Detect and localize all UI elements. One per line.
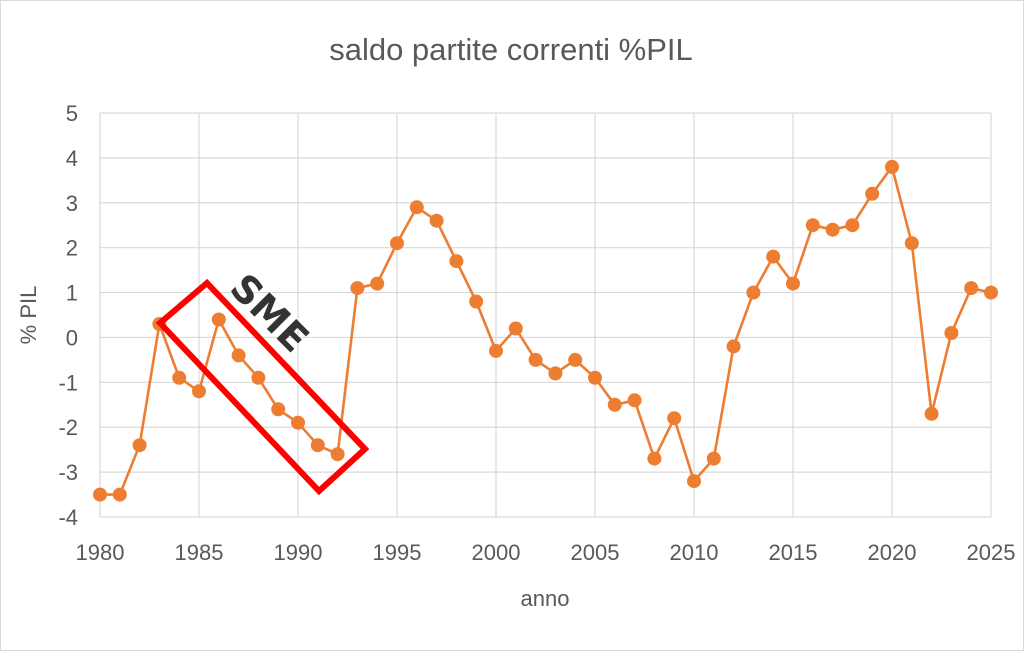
x-tick-label: 2020 (868, 540, 917, 565)
data-point-2007 (627, 393, 642, 408)
x-tick-label: 2010 (670, 540, 719, 565)
data-point-2010 (687, 474, 701, 489)
y-tick-label: 3 (66, 191, 78, 216)
data-point-1992 (330, 447, 345, 462)
x-tick-labels: 1980 1985 1990 1995 2000 2005 2010 2015 2020 2025 (76, 540, 1016, 565)
x-tick-label: 1995 (373, 540, 422, 565)
x-axis-label: anno (521, 586, 570, 611)
data-point-2002 (528, 352, 543, 367)
x-tick-label: 1985 (175, 540, 224, 565)
data-point-2011 (706, 451, 721, 466)
x-tick-label: 1980 (76, 540, 125, 565)
x-tick-label: 2015 (769, 540, 818, 565)
data-point-1984 (172, 370, 187, 385)
y-tick-label: 1 (66, 281, 78, 306)
data-point-1997 (429, 213, 444, 228)
y-tick-label: -2 (58, 415, 78, 440)
y-tick-labels: -4 -3 -2 -1 0 1 2 3 4 5 (58, 101, 78, 530)
data-point-2023 (944, 326, 959, 340)
y-tick-label: -4 (58, 505, 78, 530)
data-point-1987 (231, 348, 246, 363)
data-point-2008 (647, 451, 662, 466)
data-point-2000 (489, 343, 503, 358)
data-point-1990 (291, 415, 305, 430)
data-point-2021 (904, 236, 919, 251)
data-point-1980 (93, 487, 107, 502)
data-point-1982 (132, 438, 147, 453)
data-point-2020 (885, 159, 899, 174)
data-point-2019 (865, 186, 880, 201)
data-point-2018 (845, 218, 860, 233)
x-tick-label: 2025 (967, 540, 1016, 565)
data-point-2001 (508, 321, 523, 336)
data-point-2017 (825, 222, 840, 237)
y-tick-label: 2 (66, 236, 78, 261)
data-point-2005 (588, 370, 602, 385)
y-tick-label: 0 (66, 325, 78, 350)
data-point-1985 (192, 384, 206, 399)
y-tick-label: 5 (66, 101, 78, 126)
y-tick-label: 4 (66, 146, 78, 171)
data-point-2004 (568, 352, 583, 367)
data-point-1986 (211, 312, 226, 327)
series-line (100, 163, 992, 496)
data-point-2016 (805, 218, 820, 233)
x-tick-label: 2005 (571, 540, 620, 565)
y-tick-label: -1 (58, 370, 78, 395)
data-point-2014 (766, 249, 781, 264)
data-point-2024 (964, 281, 979, 296)
data-point-1996 (409, 200, 424, 215)
data-point-2013 (746, 285, 761, 300)
data-point-1981 (112, 487, 127, 502)
chart-title: saldo partite correnti %PIL (329, 32, 693, 67)
data-point-2025 (984, 285, 998, 300)
data-point-1991 (310, 438, 325, 453)
data-point-1998 (449, 254, 464, 269)
x-tick-label: 1990 (274, 540, 323, 565)
data-point-1993 (350, 281, 365, 296)
y-axis-label: % PIL (16, 286, 41, 345)
data-point-2003 (548, 366, 563, 381)
data-points (93, 159, 998, 502)
data-point-2015 (786, 276, 800, 291)
data-point-2022 (924, 406, 939, 421)
y-tick-label: -3 (58, 460, 78, 485)
data-point-2006 (607, 397, 622, 412)
x-tick-label: 2000 (472, 540, 521, 565)
grid (99, 112, 992, 518)
data-point-1995 (390, 236, 404, 251)
data-point-2012 (726, 339, 741, 354)
sme-annotation-box (155, 278, 370, 496)
data-point-1994 (370, 276, 385, 291)
data-point-2009 (667, 411, 682, 426)
data-point-1989 (271, 402, 286, 417)
data-point-1988 (251, 370, 266, 385)
data-point-1999 (469, 294, 484, 309)
